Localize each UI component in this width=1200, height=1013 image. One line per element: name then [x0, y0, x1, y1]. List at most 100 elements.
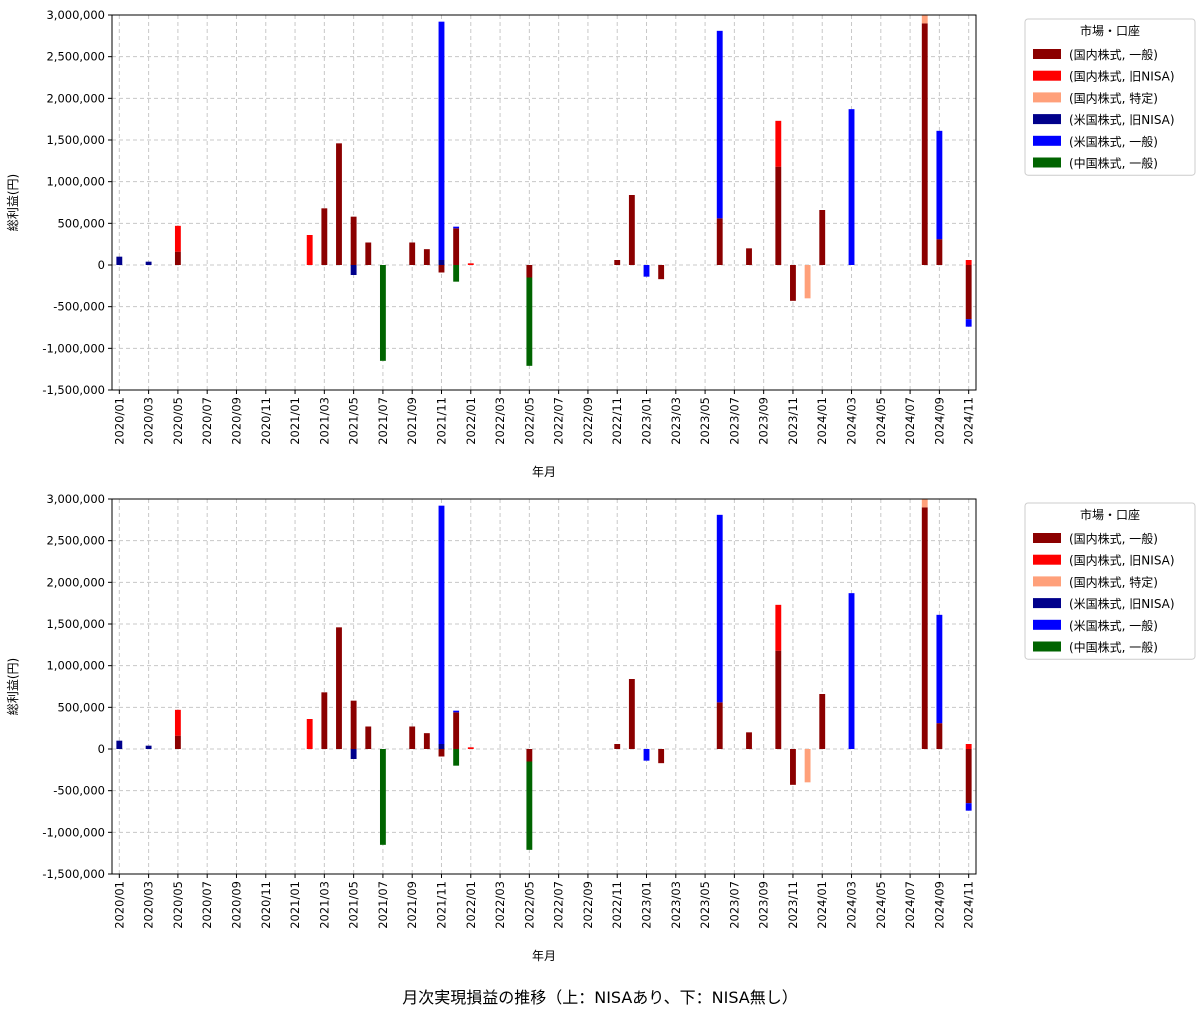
bar-2023-12-s2: [804, 749, 811, 783]
x-tick-label: 2021/09: [405, 397, 419, 445]
bar-2021-05-s0: [350, 216, 357, 265]
bar-2021-06-s0: [365, 726, 372, 749]
x-tick-label: 2020/11: [259, 881, 273, 929]
legend-swatch: [1033, 114, 1061, 125]
bar-2022-12-s0: [628, 679, 635, 749]
bars: [116, 499, 972, 850]
y-tick-label: 0: [98, 258, 105, 272]
x-tick-label: 2022/01: [464, 397, 478, 445]
y-tick-label: 3,000,000: [46, 492, 105, 506]
y-tick-label: 500,000: [57, 216, 105, 230]
y-tick-label: 2,500,000: [46, 50, 105, 64]
x-tick-label: 2023/05: [698, 881, 712, 929]
bar-2020-05-s1: [174, 709, 181, 736]
x-tick-label: 2020/01: [112, 881, 126, 929]
bar-2021-11-s0: [438, 265, 445, 273]
bar-2021-10-s0: [423, 249, 430, 265]
y-tick-label: -1,000,000: [42, 825, 105, 839]
bar-2024-08-s2: [921, 15, 928, 24]
legend-swatch: [1033, 554, 1061, 565]
bar-2023-02-s0: [658, 749, 665, 764]
bar-2021-12-s0: [453, 712, 460, 749]
bar-2021-06-s0: [365, 242, 372, 265]
bar-2022-01-s1: [467, 263, 474, 265]
legend-title: 市場・口座: [1080, 23, 1140, 38]
x-tick-label: 2021/09: [405, 881, 419, 929]
y-axis-label: 総利益(円): [6, 658, 20, 715]
legend-swatch: [1033, 598, 1061, 609]
chart-panel-2: -1,500,000 -1,000,000 -500,000 0 500,000 1,00…: [6, 492, 1196, 963]
bar-2023-06-s4: [716, 30, 723, 219]
legend-label: (米国株式, 旧NISA): [1069, 596, 1175, 611]
bar-2021-05-s3: [350, 265, 357, 275]
bar-2024-09-s4: [936, 130, 943, 240]
x-tick-label: 2020/07: [200, 397, 214, 445]
x-tick-label: 2024/09: [932, 397, 946, 445]
bar-2023-12-s2: [804, 265, 811, 299]
x-tick-label: 2022/09: [581, 881, 595, 929]
bar-2021-03-s0: [321, 208, 328, 265]
y-tick-label: 1,500,000: [46, 133, 105, 147]
x-tick-label: 2023/03: [669, 881, 683, 929]
x-tick-label: 2023/05: [698, 397, 712, 445]
bar-2024-11-s1: [965, 744, 972, 749]
bar-2022-05-s5: [526, 277, 533, 366]
legend-swatch: [1033, 92, 1061, 103]
bar-2023-10-s1: [775, 120, 782, 167]
bar-2020-01-s3: [116, 256, 123, 265]
x-tick-label: 2020/05: [171, 397, 185, 445]
bar-2021-11-s3: [438, 260, 445, 265]
y-tick-label: -1,500,000: [42, 867, 105, 881]
bar-2020-05-s1: [174, 225, 181, 252]
x-tick-label: 2024/11: [962, 397, 976, 445]
bar-2024-08-s0: [921, 23, 928, 266]
x-axis-label: 年月: [532, 949, 556, 963]
bar-2021-12-s5: [453, 749, 460, 766]
bar-2024-11-s1: [965, 260, 972, 265]
bar-2022-11-s0: [614, 744, 621, 749]
legend-label: (米国株式, 一般): [1069, 134, 1158, 149]
legend-label: (国内株式, 旧NISA): [1069, 69, 1175, 84]
x-tick-label: 2021/01: [288, 397, 302, 445]
x-tick-label: 2023/01: [640, 881, 654, 929]
x-tick-label: 2021/01: [288, 881, 302, 929]
plot-frame: [111, 14, 977, 391]
x-tick-label: 2023/11: [786, 397, 800, 445]
bar-2023-10-s0: [775, 166, 782, 265]
x-tick-label: 2021/03: [317, 881, 331, 929]
legend: 市場・口座 (国内株式, 一般) (国内株式, 旧NISA) (国内株式, 特定) (米…: [1024, 502, 1196, 660]
legend-swatch: [1033, 70, 1061, 81]
bar-2020-01-s3: [116, 740, 123, 749]
bar-2023-02-s0: [658, 265, 665, 280]
x-tick-label: 2023/09: [757, 881, 771, 929]
bar-2021-07-s5: [379, 749, 386, 845]
bar-2021-03-s0: [321, 692, 328, 749]
legend: 市場・口座 (国内株式, 一般) (国内株式, 旧NISA) (国内株式, 特定) (米…: [1024, 18, 1196, 176]
y-tick-label: 0: [98, 742, 105, 756]
bar-2021-11-s3: [438, 744, 445, 749]
x-tick-label: 2020/03: [142, 881, 156, 929]
x-tick-label: 2022/11: [610, 397, 624, 445]
bar-2020-03-s3: [145, 745, 152, 749]
bar-2021-12-s4: [453, 710, 460, 713]
bar-2022-05-s5: [526, 761, 533, 850]
bar-2021-02-s1: [306, 235, 313, 265]
bar-2020-05-s0: [174, 251, 181, 265]
x-tick-label: 2022/07: [552, 397, 566, 445]
bar-2024-09-s0: [936, 239, 943, 265]
bar-2022-05-s0: [526, 749, 533, 762]
x-tick-label: 2024/01: [815, 397, 829, 445]
x-tick-label: 2023/09: [757, 397, 771, 445]
x-tick-label: 2023/07: [727, 397, 741, 445]
y-tick-label: 2,000,000: [46, 575, 105, 589]
x-tick-label: 2023/11: [786, 881, 800, 929]
bar-2021-12-s5: [453, 265, 460, 282]
legend-label: (国内株式, 一般): [1069, 531, 1158, 546]
bar-2021-07-s5: [379, 265, 386, 361]
bar-2023-08-s0: [746, 248, 752, 265]
x-tick-label: 2021/07: [376, 397, 390, 445]
x-tick-label: 2024/03: [845, 881, 859, 929]
x-tick-label: 2024/07: [903, 397, 917, 445]
x-tick-label: 2020/03: [142, 397, 156, 445]
bar-2021-09-s0: [409, 726, 416, 749]
